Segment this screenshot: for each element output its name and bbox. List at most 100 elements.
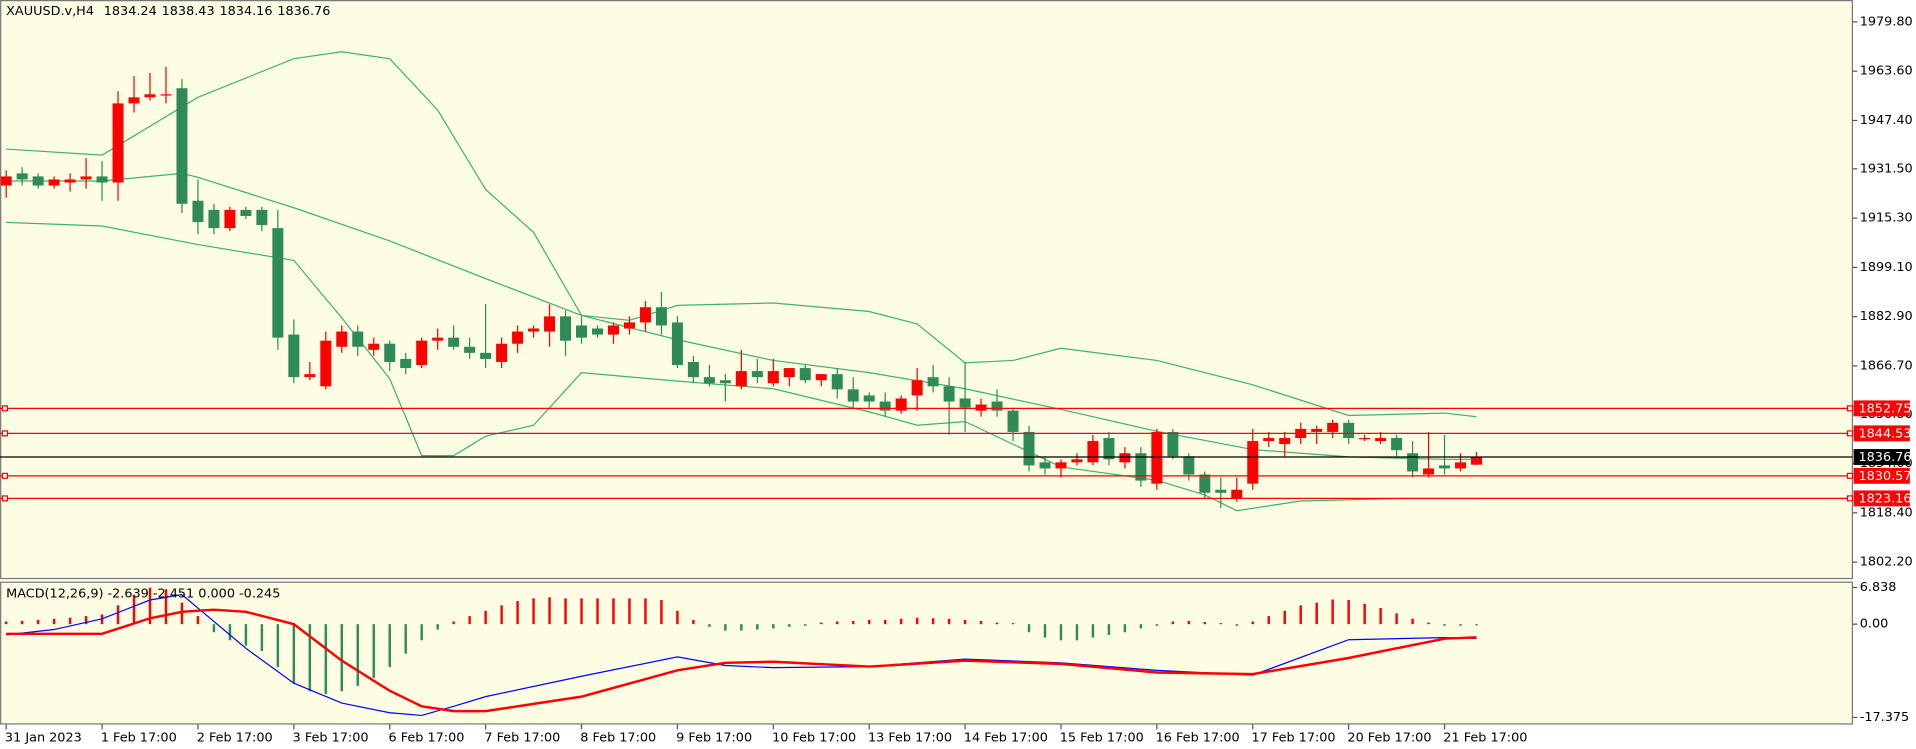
candle-body [160, 94, 172, 96]
candle-body [703, 377, 715, 384]
y-tick-label: 1882.90 [1860, 309, 1913, 324]
candle-body [783, 368, 795, 378]
bollinger-band [6, 172, 1477, 460]
candle-body [1263, 438, 1275, 442]
level-handle [1846, 495, 1854, 502]
candle-body [1439, 465, 1451, 469]
candle-body [0, 176, 12, 186]
candle-body [815, 374, 827, 381]
candle-body [416, 340, 428, 366]
candle-body [256, 209, 268, 226]
candle-body [975, 404, 987, 411]
candle-body [496, 343, 508, 362]
level-label: 1852.75 [1859, 401, 1912, 416]
ohlc-open: 1834.24 [104, 3, 157, 18]
candle-body [208, 209, 220, 229]
candle-body [240, 209, 252, 216]
level-handle [1, 405, 9, 412]
bid-label: 1836.76 [1859, 450, 1912, 465]
candle-body [528, 328, 540, 332]
candle-body [112, 103, 124, 183]
candle-body [544, 316, 556, 332]
candle-body [1407, 453, 1419, 472]
candle-body [512, 331, 524, 344]
y-tick-label: 1947.40 [1860, 113, 1913, 128]
candle-body [895, 398, 907, 411]
x-tick-label: 15 Feb 17:00 [1060, 731, 1144, 746]
x-tick-label: 7 Feb 17:00 [484, 731, 560, 746]
candle-body [767, 371, 779, 384]
x-tick-label: 9 Feb 17:00 [676, 731, 752, 746]
candle-body [1071, 459, 1083, 463]
candle-body [96, 176, 108, 183]
candle-body [304, 374, 316, 378]
candle-body [192, 200, 204, 223]
level-handle [1846, 430, 1854, 437]
candle-body [735, 371, 747, 387]
signal-line [6, 608, 1477, 713]
candle-body [1087, 441, 1099, 463]
x-tick-label: 10 Feb 17:00 [772, 731, 856, 746]
candle-body [144, 94, 156, 98]
candle-body [576, 325, 588, 338]
candle-body [1007, 410, 1019, 432]
y-tick-label: 1866.70 [1860, 358, 1913, 373]
candle-body [623, 322, 635, 329]
candle-body [1023, 431, 1035, 466]
candle-body [911, 380, 923, 396]
candle-body [128, 97, 140, 104]
candle-body [80, 176, 92, 180]
candle-body [384, 343, 396, 362]
candle-body [288, 334, 300, 378]
x-tick-label: 16 Feb 17:00 [1156, 731, 1240, 746]
candle-body [368, 343, 380, 350]
candle-body [831, 374, 843, 390]
candle-body [751, 371, 763, 378]
level-handle [1846, 405, 1854, 412]
candle-body [224, 209, 236, 229]
level-label: 1844.53 [1859, 426, 1912, 441]
candle-body [687, 361, 699, 378]
candle-body [607, 325, 619, 335]
level-label: 1830.57 [1859, 469, 1912, 484]
candle-body [959, 398, 971, 408]
candle-body [560, 316, 572, 341]
macd-title: MACD(12,26,9) -2.639 -2.451 0.000 -0.245 [6, 586, 280, 601]
x-tick-label: 14 Feb 17:00 [964, 731, 1048, 746]
level-label: 1823.16 [1859, 491, 1912, 506]
candle-body [64, 179, 76, 183]
candle-body [336, 331, 348, 347]
candle-body [1343, 422, 1355, 439]
y-tick-label: 0.00 [1860, 617, 1889, 632]
x-tick-label: 8 Feb 17:00 [580, 731, 656, 746]
candle-body [32, 176, 44, 186]
candle-body [719, 380, 731, 384]
x-tick-label: 6 Feb 17:00 [389, 731, 465, 746]
candle-body [671, 322, 683, 366]
y-tick-label: 6.838 [1860, 580, 1897, 595]
candle-body [639, 307, 651, 323]
level-handle [1, 430, 9, 437]
y-tick-label: 1963.60 [1860, 64, 1913, 79]
candle-body [927, 377, 939, 387]
x-tick-label: 20 Feb 17:00 [1347, 731, 1431, 746]
candle-body [432, 337, 444, 341]
candle-body [1311, 428, 1323, 432]
x-tick-label: 3 Feb 17:00 [293, 731, 369, 746]
candle-body [1215, 489, 1227, 493]
candle-body [448, 337, 460, 347]
candle-body [480, 352, 492, 359]
candle-body [1375, 438, 1387, 442]
bollinger-band [6, 51, 1477, 418]
candle-body [879, 401, 891, 411]
candle-body [1247, 441, 1259, 484]
candle-body [48, 179, 60, 186]
level-label-bg [1853, 425, 1910, 442]
candle-body [272, 228, 284, 338]
chart-title: XAUUSD.v,H4 1834.24 1838.43 1834.16 1836.76 [6, 3, 330, 18]
candle-body [1055, 462, 1067, 469]
candle-body [1391, 438, 1403, 451]
candle-body [16, 173, 28, 180]
x-tick-label: 17 Feb 17:00 [1252, 731, 1336, 746]
